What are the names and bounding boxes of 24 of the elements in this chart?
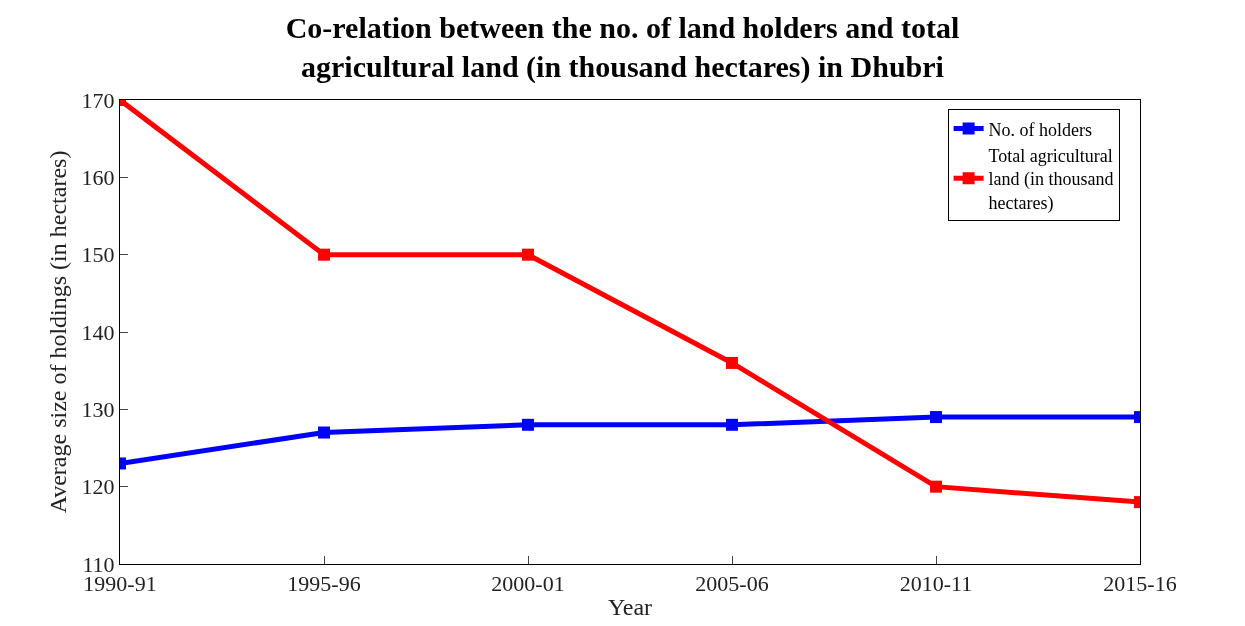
point <box>930 411 942 424</box>
point <box>930 480 942 493</box>
x-tick-label: 2005-06 <box>695 571 769 597</box>
point <box>522 418 534 431</box>
x-tick-label: 1995-96 <box>287 571 361 597</box>
y-tick-label: 130 <box>81 397 115 423</box>
x-tick-label: 2015-16 <box>1103 571 1177 597</box>
x-axis-title: Year <box>607 593 653 620</box>
y-tick-label: 150 <box>81 242 115 268</box>
x-tick-label: 2000-01 <box>491 571 565 597</box>
point <box>726 356 738 369</box>
point <box>318 426 330 439</box>
x-tick-label: 2010-11 <box>899 571 973 597</box>
y-axis-title: Average size of holdings (in hectares) <box>44 150 71 514</box>
y-tick-label: 140 <box>81 319 115 345</box>
chart-title: Co-relation between the no. of land holders and total agricultural land (in thousand hectares) in Dhubri <box>285 10 960 84</box>
point <box>318 248 330 261</box>
legend-label: Total agricultural land (in thousand hectares) <box>988 145 1114 214</box>
legend-label: No. of holders <box>988 119 1093 140</box>
y-tick-label: 120 <box>81 474 115 500</box>
point <box>726 418 738 431</box>
point <box>522 248 534 261</box>
y-tick-label: 170 <box>81 87 115 113</box>
y-tick-label: 160 <box>81 165 115 191</box>
